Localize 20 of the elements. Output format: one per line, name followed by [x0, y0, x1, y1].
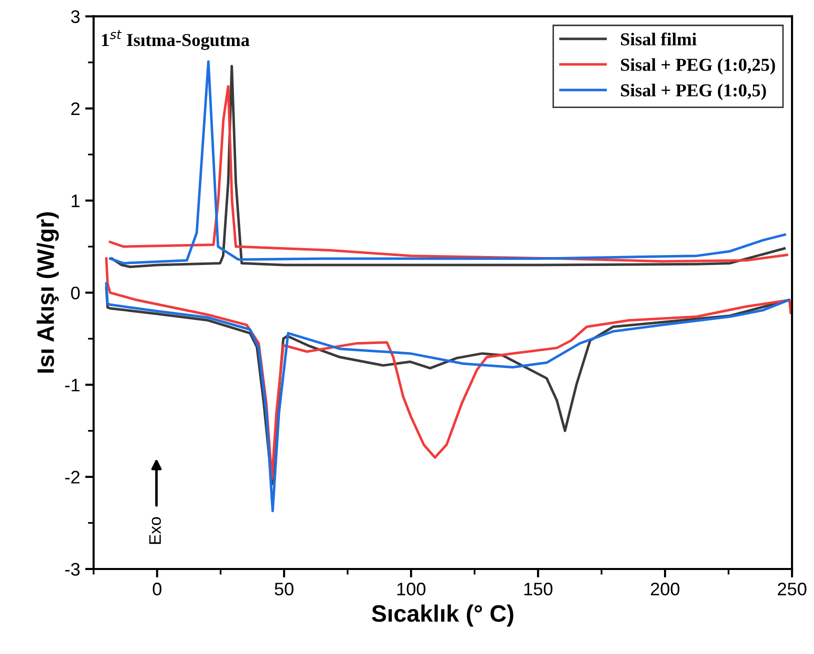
x-tick-label: 250	[778, 582, 806, 596]
y-tick-label: 0	[71, 286, 80, 300]
y-tick-label: 2	[71, 102, 80, 115]
y-tick-label: 3	[71, 10, 80, 24]
x-tick-label: 0	[152, 582, 162, 596]
y-tick-label: -1	[65, 378, 80, 392]
y-tick-label: 1	[72, 194, 80, 208]
y-axis-title: Isı Akışı (W/gr)	[36, 212, 59, 373]
legend-label: Sisal + PEG (1:0,5)	[621, 84, 766, 100]
legend-label: Sisal + PEG (1:0,25)	[621, 58, 775, 75]
y-tick-label: -3	[65, 562, 80, 576]
legend-label: Sisal filmi	[621, 32, 697, 46]
x-axis-title: Sıcaklık (° C)	[372, 604, 514, 627]
x-tick-label: 100	[397, 582, 426, 596]
x-tick-label: 50	[274, 582, 294, 596]
x-tick-label: 150	[524, 582, 552, 596]
x-tick-label: 200	[650, 582, 680, 596]
annotation: 1$^{st}$ Isıtma-Sogutma	[102, 30, 250, 50]
annotation: Exo	[149, 517, 161, 544]
y-tick-label: -2	[65, 470, 80, 484]
